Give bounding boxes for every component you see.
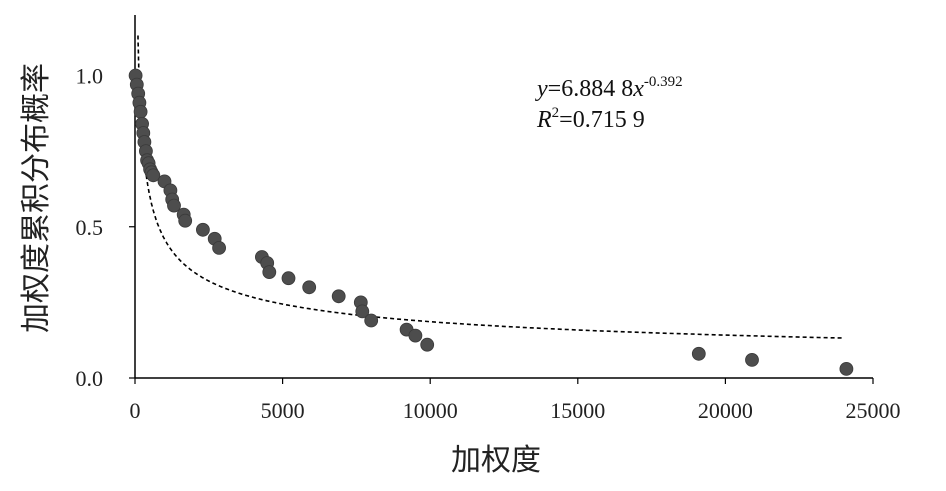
x-tick-label: 15000 [550,398,605,423]
x-tick-label: 5000 [261,398,305,423]
x-tick-label: 25000 [846,398,901,423]
fit-curve [137,35,844,339]
x-tick-label: 20000 [698,398,753,423]
data-point [364,313,379,328]
r-sup: 2 [552,105,560,121]
eq-y-var: y [535,76,548,102]
data-point [355,304,370,319]
data-point [839,361,854,376]
data-point [195,222,210,237]
data-point [212,240,227,255]
x-tick-label: 0 [130,398,141,423]
y-tick-label: 0.5 [76,215,104,240]
data-point [691,346,706,361]
fit-curve-layer [137,35,844,339]
x-axis-title: 加权度 [451,443,541,478]
data-point [281,271,296,286]
eq-x-var: x [632,76,644,102]
data-point [331,289,346,304]
data-point [178,213,193,228]
data-point [262,265,277,280]
data-point [745,352,759,367]
eq-coef: =6.884 8 [548,76,634,102]
x-tick-label: 10000 [403,398,458,423]
data-point [408,328,423,343]
y-axis-title: 加权度累积分布概率 [19,63,54,333]
fit-equation: y=6.884 8x-0.392 [535,74,683,102]
y-tick-label: 0.0 [76,366,104,391]
data-point [167,198,181,213]
axis-ticks: 0 5000 10000 15000 20000 25000 0.0 0.5 1.0 [76,64,901,424]
r-value: =0.715 9 [559,107,645,133]
data-point [133,104,148,119]
r-var: R [536,107,552,133]
data-point [420,337,435,352]
y-tick-label: 1.0 [76,64,104,89]
data-point [302,280,317,295]
data-points [128,68,854,376]
eq-exponent: -0.392 [644,74,683,90]
data-point [146,168,161,183]
r-squared: R2=0.715 9 [536,105,645,133]
